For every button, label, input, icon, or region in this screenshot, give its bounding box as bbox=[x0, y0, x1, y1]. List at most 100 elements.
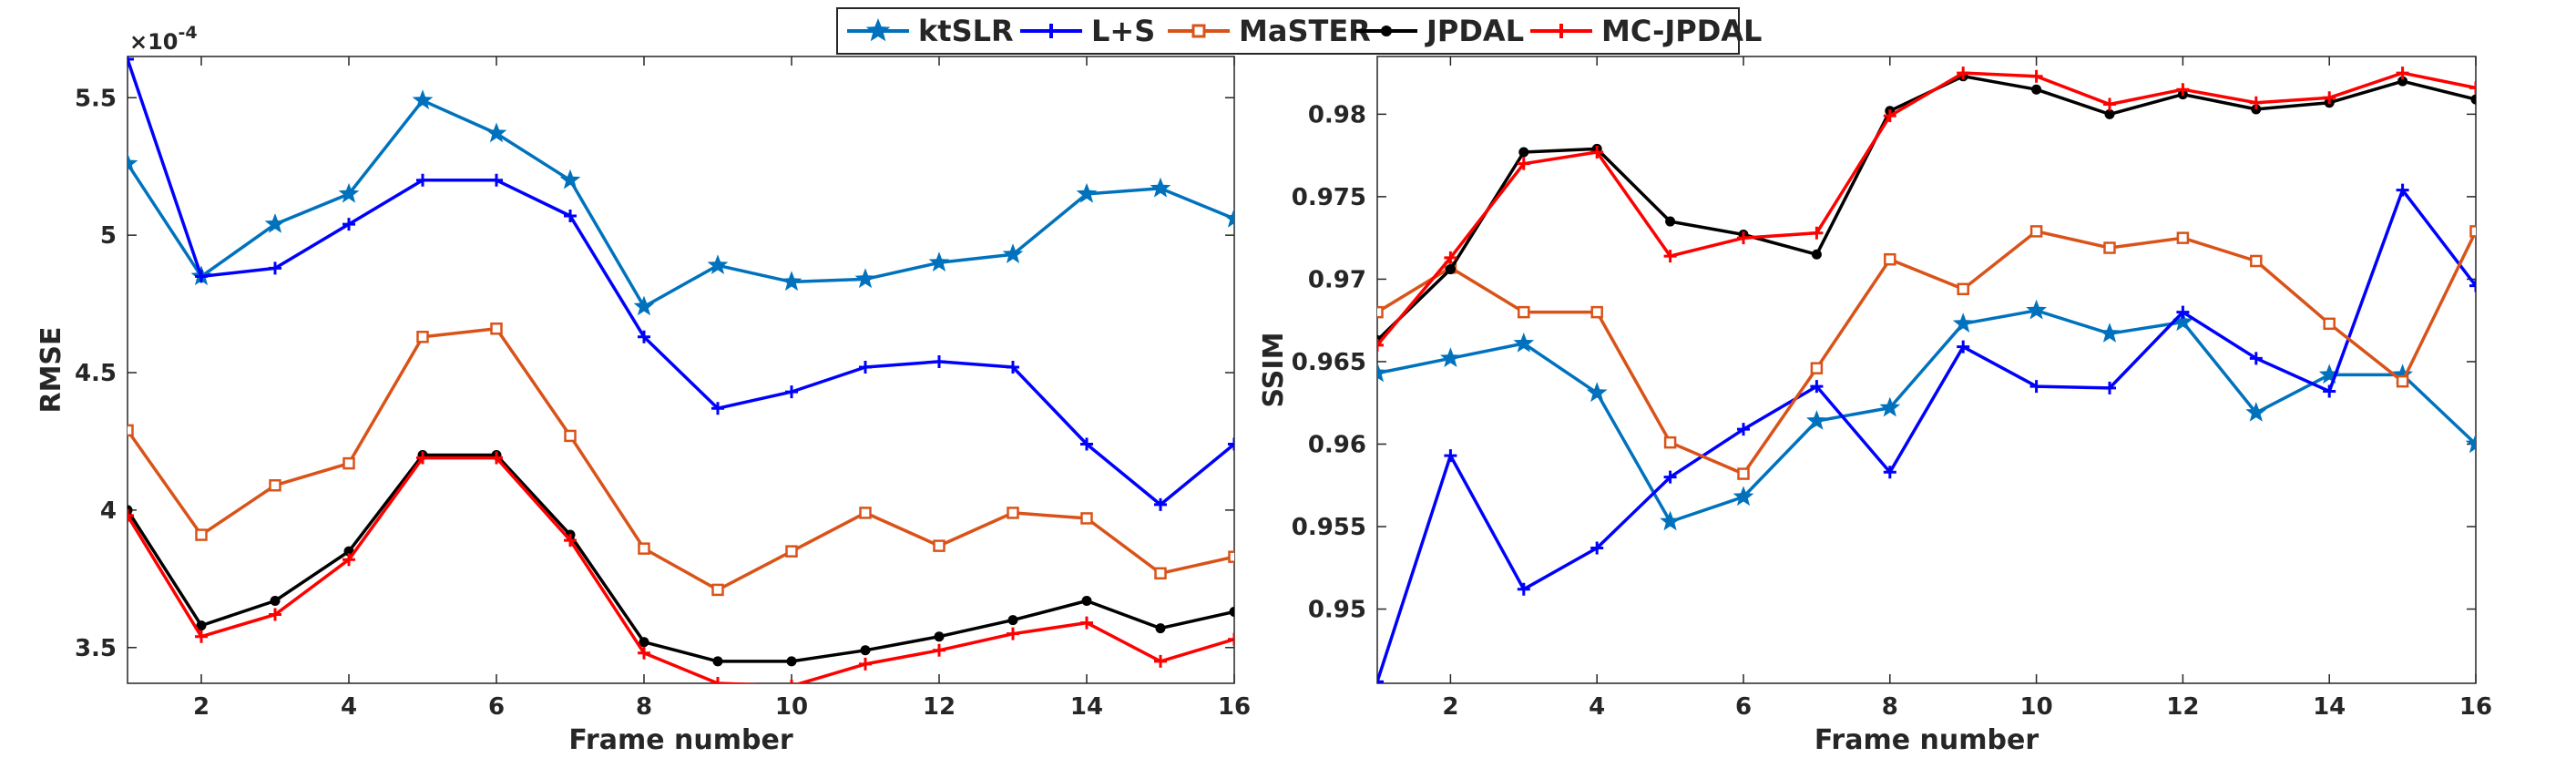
chart-rmse-series-mc-jpdal-point bbox=[1228, 632, 1234, 646]
chart-ssim-series-mc-jpdal-point bbox=[1883, 109, 1896, 123]
chart-rmse: 2 4 6 8 10 12 14 16 3.5 4 4.5 5 5.5 Frame number RMSE ×… bbox=[36, 23, 1251, 756]
legend: ktSLR L+S MaSTER JPDAL MC-JPDAL bbox=[836, 7, 1762, 55]
chart-rmse-series-master-point bbox=[638, 542, 650, 555]
chart-rmse-series-mc-jpdal-point bbox=[859, 657, 872, 671]
chart-ssim-series-mc-jpdal-point bbox=[2249, 96, 2263, 109]
chart-ssim-series-mc-jpdal-point bbox=[2029, 69, 2043, 83]
chart-rmse-series-l-s-point bbox=[711, 402, 724, 415]
chart-rmse-series-master-point bbox=[342, 456, 355, 470]
chart-rmse-xtick-label: 14 bbox=[1070, 693, 1103, 721]
chart-ssim-series-l-s-point bbox=[1590, 541, 1604, 555]
chart-ssim-series-ktslr-point bbox=[2392, 364, 2413, 384]
chart-rmse-series-ktslr-point bbox=[633, 295, 655, 316]
chart-rmse-series-l-s-point bbox=[490, 173, 503, 187]
chart-ssim-series-ktslr-point bbox=[2172, 311, 2193, 332]
chart-ssim-series-ktslr-point bbox=[1377, 362, 1388, 383]
chart-ssim-series-master-point bbox=[2396, 374, 2409, 388]
chart-ssim-series-jpdal-point bbox=[1811, 249, 1822, 260]
chart-rmse-series-jpdal-point bbox=[786, 656, 797, 667]
chart-ssim-series-l-s-point bbox=[2396, 183, 2409, 197]
chart-rmse-series-jpdal-point bbox=[196, 620, 207, 631]
chart-rmse-series-ktslr-point bbox=[412, 89, 434, 109]
chart-rmse-series-mc-jpdal-point bbox=[1080, 616, 1093, 630]
legend-label-mc-jpdal: MC-JPDAL bbox=[1601, 14, 1763, 48]
chart-rmse-series-mc-jpdal-point bbox=[1007, 627, 1019, 640]
chart-ssim-series-ktslr-point bbox=[1586, 382, 1608, 403]
chart-ssim-series-l-s-point bbox=[1444, 449, 1457, 463]
chart-rmse-series-ktslr-point bbox=[1150, 177, 1171, 198]
chart-rmse-series-jpdal-point bbox=[1229, 607, 1234, 618]
chart-ssim-series-jpdal-point bbox=[1518, 147, 1529, 158]
chart-rmse-series-master-point bbox=[195, 528, 208, 541]
chart-ssim-series-ktslr-point bbox=[1952, 312, 1974, 333]
chart-rmse-series-jpdal-point bbox=[712, 656, 723, 667]
chart-rmse-series-l-s-point bbox=[638, 330, 650, 343]
chart-ssim-ytick-label: 0.965 bbox=[1292, 349, 1366, 376]
chart-rmse-series-mc-jpdal-point bbox=[790, 680, 793, 683]
chart-ssim-series-ktslr-point bbox=[2465, 433, 2476, 454]
chart-ssim-series-mc-jpdal-point bbox=[2396, 67, 2409, 80]
legend-swatch-ls bbox=[1020, 24, 1082, 38]
chart-rmse-series-master-point bbox=[564, 429, 577, 443]
chart-rmse-series-ktslr-point bbox=[781, 271, 802, 292]
chart-ssim-series-master-point bbox=[1810, 362, 1824, 374]
chart-rmse-series-group bbox=[128, 56, 1234, 683]
chart-ssim-ytick-label: 0.97 bbox=[1308, 266, 1366, 293]
chart-ssim-series-l-s-point bbox=[1517, 582, 1530, 596]
chart-rmse-exponent-label: ×10-4 bbox=[129, 23, 198, 55]
chart-rmse-series-ktslr-point bbox=[854, 268, 876, 289]
chart-rmse-series-jpdal-point bbox=[1007, 615, 1018, 626]
chart-rmse-series-l-s-point bbox=[1228, 437, 1234, 451]
chart-ssim-series-master-point bbox=[2323, 317, 2336, 331]
chart-rmse-series-master-point bbox=[785, 545, 798, 558]
chart-rmse-series-ktslr-point bbox=[1002, 243, 1024, 263]
chart-ssim-series-l-s-point bbox=[2323, 384, 2336, 398]
chart-ssim-series-ktslr-point bbox=[1513, 333, 1535, 353]
chart-rmse-series-master-line bbox=[128, 326, 1234, 592]
legend-swatch-ktslr bbox=[847, 18, 909, 42]
chart-ssim-series-master-point bbox=[1957, 282, 1969, 296]
chart-rmse-series-l-s-line bbox=[128, 58, 1234, 507]
legend-label-ktslr: ktSLR bbox=[918, 14, 1014, 48]
chart-rmse-series-master-point bbox=[416, 331, 429, 343]
chart-ssim-xtick-label: 6 bbox=[1735, 693, 1752, 721]
legend-swatch-jpdal bbox=[1355, 26, 1417, 36]
chart-rmse-series-l-s-point bbox=[128, 56, 134, 67]
chart-ssim-series-jpdal-point bbox=[2470, 94, 2476, 105]
chart-ssim-series-mc-jpdal-point bbox=[1957, 67, 1970, 80]
chart-rmse-xtick-label: 16 bbox=[1218, 693, 1251, 721]
chart-rmse-series-mc-jpdal-point bbox=[933, 643, 946, 657]
chart-rmse-xtick-label: 12 bbox=[923, 693, 956, 721]
chart-rmse-series-l-s-point bbox=[1080, 437, 1093, 451]
legend-swatch-mc-jpdal bbox=[1530, 24, 1592, 38]
chart-rmse-series-mc-jpdal-line bbox=[128, 456, 1234, 683]
chart-rmse-series-ktslr-point bbox=[928, 251, 950, 271]
legend-entry-jpdal: JPDAL bbox=[1354, 9, 1524, 53]
chart-ssim-series-l-s-point bbox=[1663, 470, 1677, 484]
chart-rmse-series-mc-jpdal-point bbox=[128, 508, 134, 522]
chart-ssim-series-ktslr-point bbox=[2099, 323, 2121, 343]
chart-rmse-ytick-label: 3.5 bbox=[75, 635, 117, 662]
chart-rmse-ytick-label: 4 bbox=[100, 497, 117, 525]
chart-ssim-series-ktslr-point bbox=[1660, 510, 1681, 531]
chart-rmse-xtick-label: 2 bbox=[193, 693, 210, 721]
chart-ssim-series-mc-jpdal-point bbox=[1377, 338, 1384, 352]
legend-entry-mc-jpdal: MC-JPDAL bbox=[1528, 9, 1762, 53]
chart-ssim-series-mc-jpdal-point bbox=[1810, 226, 1824, 240]
chart-rmse-series-jpdal-point bbox=[860, 645, 871, 656]
chart-ssim-series-mc-jpdal-point bbox=[2469, 81, 2476, 95]
chart-ssim-series-l-s-point bbox=[2249, 352, 2263, 365]
chart-rmse-series-mc-jpdal-point bbox=[269, 608, 281, 621]
chart-rmse-series-l-s-point bbox=[1007, 360, 1019, 374]
chart-ssim-xtick-label: 10 bbox=[2020, 693, 2053, 721]
chart-ssim-xtick-label: 12 bbox=[2166, 693, 2199, 721]
chart-rmse-series-jpdal-point bbox=[639, 637, 649, 648]
chart-rmse-series-jpdal-point bbox=[1081, 595, 1092, 606]
chart-ssim-series-mc-jpdal-point bbox=[1517, 157, 1530, 170]
chart-rmse-series-mc-jpdal-point bbox=[416, 451, 429, 465]
chart-rmse-series-master-point bbox=[1007, 507, 1019, 519]
chart-ssim-series-mc-jpdal-point bbox=[1737, 231, 1750, 245]
chart-rmse-series-ktslr-point bbox=[1076, 182, 1098, 203]
chart-ssim-series-ktslr-point bbox=[2318, 364, 2340, 384]
chart-ssim-series-jpdal-line bbox=[1377, 74, 2476, 342]
